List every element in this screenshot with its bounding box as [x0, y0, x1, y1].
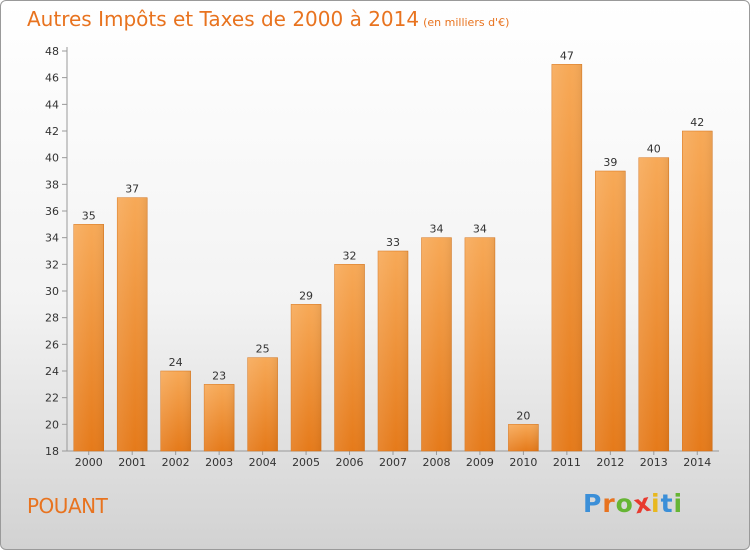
bar-sheen: [638, 157, 669, 451]
y-tick-label: 36: [45, 205, 59, 218]
bar-sheen: [508, 424, 539, 451]
bar-sheen: [73, 224, 104, 451]
x-tick-label: 2005: [292, 456, 320, 469]
y-tick-label: 40: [45, 152, 59, 165]
x-tick-label: 2014: [683, 456, 711, 469]
proxiti-logo[interactable]: Proxiti: [583, 488, 684, 520]
y-tick-label: 32: [45, 258, 59, 271]
y-tick-label: 34: [45, 232, 59, 245]
bar-value-label: 47: [560, 49, 574, 62]
bar-sheen: [291, 304, 322, 451]
logo-letter: o: [615, 489, 634, 518]
bar-sheen: [682, 131, 713, 451]
x-tick-label: 2008: [422, 456, 450, 469]
chart-title-text: Autres Impôts et Taxes de 2000 à 2014: [27, 7, 420, 31]
bar-sheen: [160, 371, 191, 451]
x-tick-label: 2012: [596, 456, 624, 469]
x-axis: 2000 2001 2002 2003 2004 2005 2006 2007 2008 2009…: [67, 450, 719, 469]
x-tick-label: 2007: [379, 456, 407, 469]
bar-sheen: [204, 384, 235, 451]
x-tick-label: 2011: [553, 456, 581, 469]
y-tick-label: 38: [45, 178, 59, 191]
bar-value-label: 23: [212, 369, 226, 382]
bar-sheen: [378, 251, 408, 451]
logo-letter: i: [651, 489, 661, 518]
x-tick-label: 2010: [509, 456, 537, 469]
bar-value-label: 42: [690, 116, 704, 129]
x-tick-label: 2006: [336, 456, 364, 469]
bar-value-label: 34: [429, 223, 443, 236]
bar-sheen: [247, 357, 278, 451]
bar-sheen: [421, 237, 452, 451]
bars: 35 37 24 23 25 29 32 33 34 34 20 47 39 40 42: [73, 49, 713, 452]
logo-letter: i: [673, 489, 684, 518]
bar-value-label: 25: [256, 343, 270, 356]
chart-subtitle: (en milliers d'€): [423, 16, 510, 29]
bar-value-label: 32: [343, 249, 357, 262]
y-tick-label: 44: [45, 98, 59, 111]
y-tick-label: 18: [45, 445, 59, 458]
y-tick-label: 28: [45, 312, 59, 325]
bar-sheen: [334, 264, 365, 451]
bar-sheen: [595, 171, 626, 451]
x-tick-label: 2000: [75, 456, 103, 469]
chart-title: Autres Impôts et Taxes de 2000 à 2014 (en…: [27, 7, 509, 31]
bar-value-label: 37: [125, 183, 139, 196]
logo-letter: P: [583, 489, 603, 518]
x-tick-label: 2001: [118, 456, 146, 469]
bar-value-label: 40: [647, 143, 661, 156]
y-tick-label: 48: [45, 45, 59, 58]
y-tick-label: 46: [45, 72, 59, 85]
y-tick-label: 22: [45, 392, 59, 405]
bar-value-label: 35: [82, 209, 96, 222]
bar-value-label: 39: [603, 156, 617, 169]
bar-value-label: 20: [516, 409, 530, 422]
logo-letter: r: [602, 489, 616, 518]
x-tick-label: 2009: [466, 456, 494, 469]
y-tick-label: 26: [45, 338, 59, 351]
y-tick-label: 20: [45, 418, 59, 431]
bar-sheen: [464, 237, 495, 451]
x-tick-label: 2013: [640, 456, 668, 469]
x-tick-label: 2003: [205, 456, 233, 469]
bar-value-label: 29: [299, 289, 313, 302]
bar-value-label: 24: [169, 356, 183, 369]
bar-sheen: [551, 64, 582, 452]
y-tick-label: 42: [45, 125, 59, 138]
bar-value-label: 34: [473, 223, 487, 236]
y-tick-label: 30: [45, 285, 59, 298]
y-tick-label: 24: [45, 365, 59, 378]
x-tick-label: 2002: [162, 456, 190, 469]
x-tick-label: 2004: [249, 456, 277, 469]
bar-value-label: 33: [386, 236, 400, 249]
bar-sheen: [117, 197, 148, 451]
commune-name: POUANT: [27, 494, 108, 518]
y-axis: 18 20 22 24 26 28 30 32 34 36 38 40 42 44 46 48: [45, 45, 68, 458]
logo-letter: t: [660, 489, 674, 518]
